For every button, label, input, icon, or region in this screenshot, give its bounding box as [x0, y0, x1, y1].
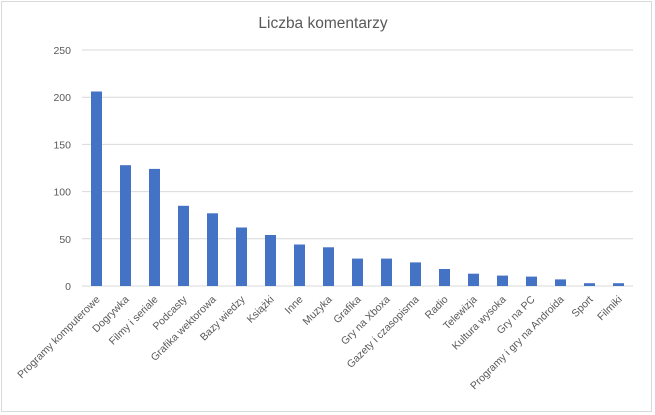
y-tick-label: 250 [53, 45, 71, 57]
gridlines [82, 49, 633, 287]
bar [207, 213, 218, 286]
bar [149, 168, 160, 286]
y-axis-ticks: 0 50 100 150 200 250 [53, 45, 71, 293]
bar [294, 244, 305, 286]
x-tick-label: Sport [569, 294, 595, 320]
x-tick-label: Programy komputerowe [15, 294, 102, 381]
bars [91, 91, 624, 286]
y-tick-label: 200 [53, 92, 71, 104]
bar [91, 91, 102, 286]
bar [497, 275, 508, 286]
x-tick-label: Książki [245, 294, 277, 326]
y-tick-label: 100 [53, 187, 71, 199]
x-tick-label: Muzyka [301, 294, 335, 328]
bar [381, 258, 392, 286]
bar [265, 235, 276, 286]
bar [323, 247, 334, 286]
bar [178, 205, 189, 286]
bar [352, 258, 363, 286]
bar [613, 283, 624, 286]
bar [584, 283, 595, 286]
bar [410, 262, 421, 286]
bar [120, 165, 131, 286]
x-tick-label: Filmiki [595, 294, 625, 324]
x-tick-label: Inne [283, 294, 306, 317]
chart-title: Liczba komentarzy [258, 15, 387, 32]
bar [526, 276, 537, 286]
y-tick-label: 150 [53, 139, 71, 151]
bar [236, 227, 247, 286]
bar [555, 279, 566, 286]
bar [468, 273, 479, 286]
y-tick-label: 50 [59, 234, 71, 246]
y-tick-label: 0 [65, 281, 71, 293]
bar [439, 269, 450, 286]
